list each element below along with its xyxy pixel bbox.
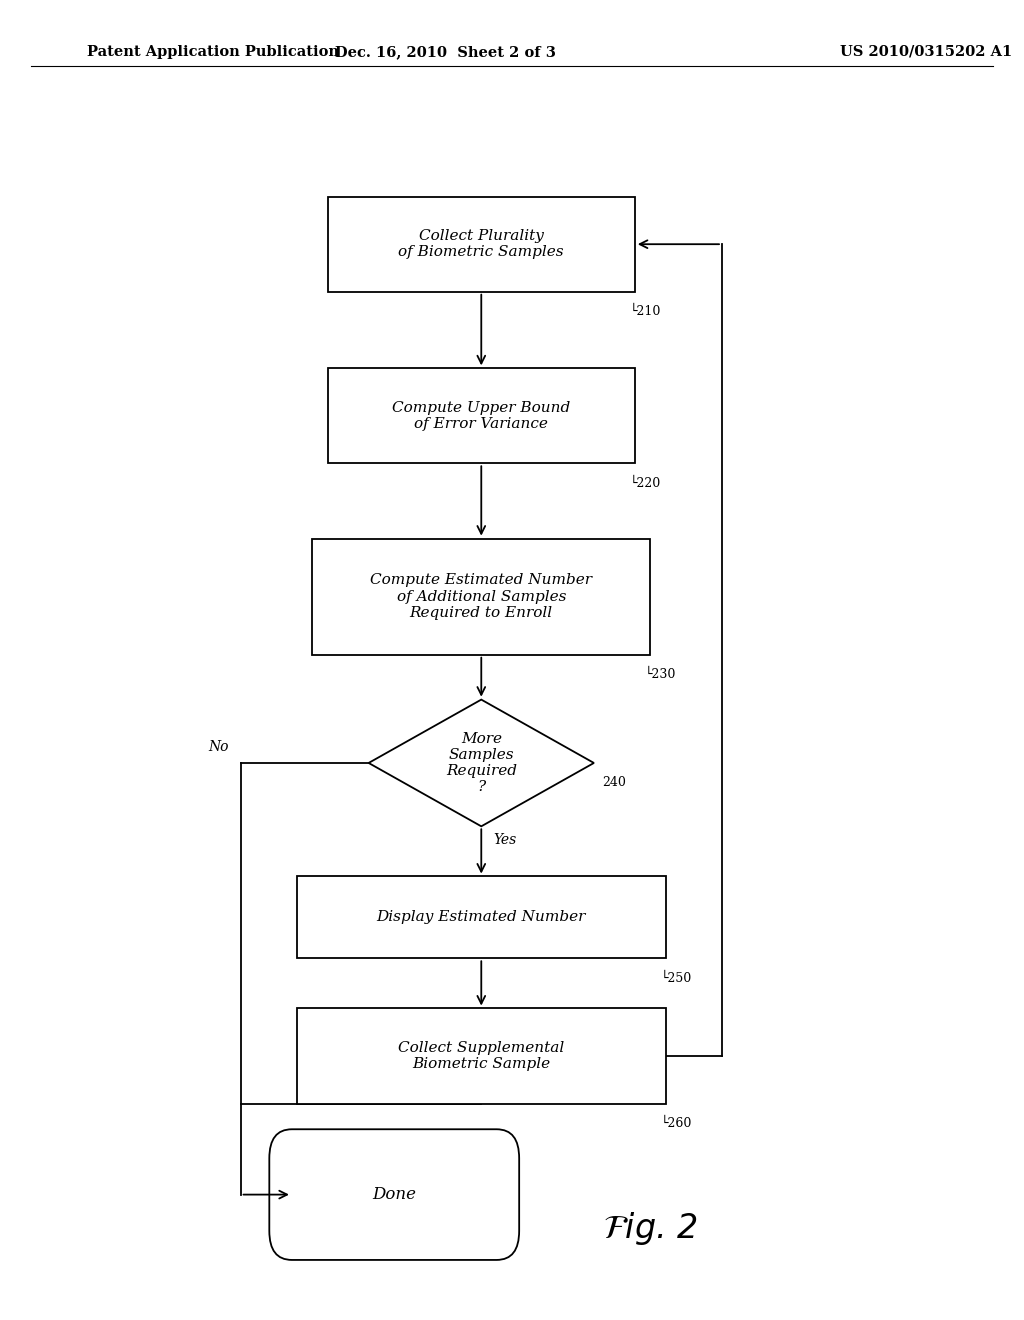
- Text: US 2010/0315202 A1: US 2010/0315202 A1: [840, 45, 1012, 59]
- Text: No: No: [208, 741, 228, 754]
- FancyBboxPatch shape: [269, 1129, 519, 1259]
- Text: Compute Upper Bound
of Error Variance: Compute Upper Bound of Error Variance: [392, 401, 570, 430]
- Polygon shape: [369, 700, 594, 826]
- Text: └260: └260: [660, 1117, 692, 1130]
- Text: Display Estimated Number: Display Estimated Number: [377, 911, 586, 924]
- Text: Dec. 16, 2010  Sheet 2 of 3: Dec. 16, 2010 Sheet 2 of 3: [335, 45, 556, 59]
- Text: Yes: Yes: [494, 833, 517, 847]
- Text: Collect Plurality
of Biometric Samples: Collect Plurality of Biometric Samples: [398, 230, 564, 259]
- FancyBboxPatch shape: [312, 539, 650, 655]
- Text: Collect Supplemental
Biometric Sample: Collect Supplemental Biometric Sample: [398, 1041, 564, 1071]
- Text: └210: └210: [630, 305, 662, 318]
- FancyBboxPatch shape: [328, 368, 635, 463]
- Text: Patent Application Publication: Patent Application Publication: [87, 45, 339, 59]
- FancyBboxPatch shape: [297, 1008, 666, 1104]
- Text: └250: └250: [660, 972, 692, 985]
- Text: └220: └220: [630, 477, 662, 490]
- Text: Done: Done: [373, 1187, 416, 1203]
- Text: $\mathcal{F}$ig. 2: $\mathcal{F}$ig. 2: [603, 1210, 697, 1247]
- FancyBboxPatch shape: [328, 197, 635, 292]
- Text: More
Samples
Required
?: More Samples Required ?: [445, 731, 517, 795]
- Text: └230: └230: [645, 668, 677, 681]
- Text: 240: 240: [602, 776, 626, 789]
- Text: Compute Estimated Number
of Additional Samples
Required to Enroll: Compute Estimated Number of Additional S…: [371, 573, 592, 620]
- FancyBboxPatch shape: [297, 876, 666, 958]
